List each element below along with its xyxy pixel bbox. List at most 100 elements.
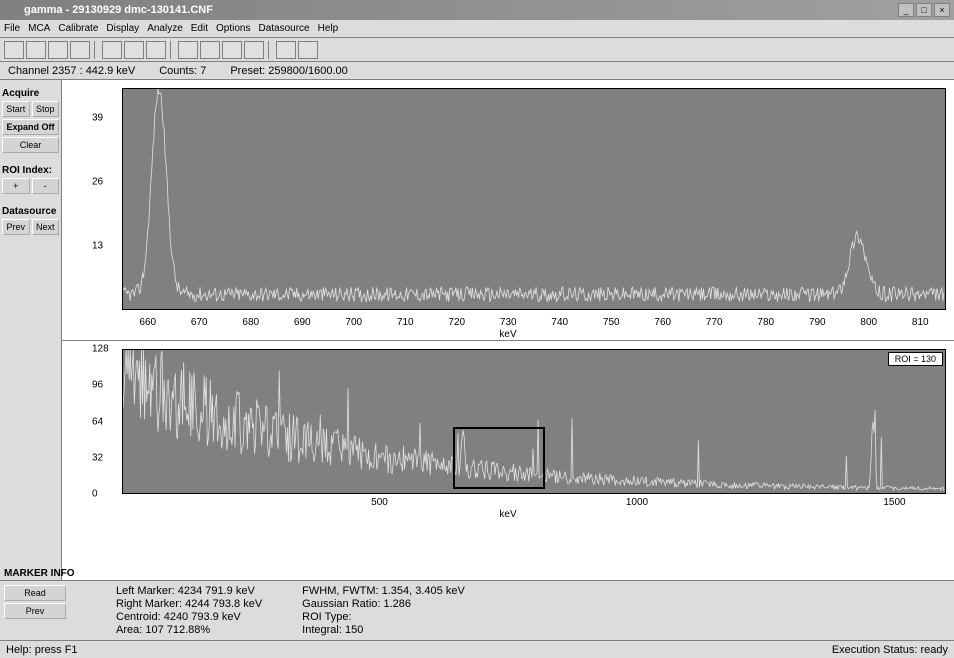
right-marker-value: 4244 793.8 keV — [185, 598, 262, 610]
menu-calibrate[interactable]: Calibrate — [58, 23, 98, 34]
tool-btn-10[interactable] — [222, 41, 242, 59]
tool-btn-4[interactable] — [70, 41, 90, 59]
ds-next-button[interactable]: Next — [32, 219, 60, 235]
chart-bottom-x-unit: keV — [499, 509, 516, 520]
x-tick-label: 720 — [448, 317, 465, 328]
chart-bottom[interactable]: ROI = 130 keV 032649612850010001500 — [62, 340, 954, 520]
y-tick-label: 64 — [92, 416, 103, 427]
info-bar: Channel 2357 : 442.9 keV Counts: 7 Prese… — [0, 62, 954, 80]
preset-label: Preset: — [230, 65, 265, 77]
tool-btn-8[interactable] — [178, 41, 198, 59]
tool-btn-5[interactable] — [102, 41, 122, 59]
fwhm-label: FWHM, FWTM: — [302, 585, 378, 597]
minimize-button[interactable]: _ — [898, 3, 914, 17]
centroid-value: 4240 793.9 keV — [164, 611, 241, 623]
y-tick-label: 26 — [92, 176, 103, 187]
left-marker-label: Left Marker: — [116, 585, 175, 597]
tool-btn-9[interactable] — [200, 41, 220, 59]
tool-btn-3[interactable] — [48, 41, 68, 59]
integral-value: 150 — [345, 624, 363, 636]
counts-label: Counts: — [159, 65, 197, 77]
expand-button[interactable]: Expand Off — [2, 119, 59, 135]
acquire-label: Acquire — [2, 88, 59, 99]
stop-button[interactable]: Stop — [32, 101, 60, 117]
window-title: gamma - 29130929 dmc-130141.CNF — [4, 4, 896, 16]
chart-top-canvas[interactable] — [122, 88, 946, 310]
roi-next-button[interactable]: - — [32, 178, 60, 194]
x-tick-label: 750 — [603, 317, 620, 328]
x-tick-label: 770 — [706, 317, 723, 328]
menu-options[interactable]: Options — [216, 23, 250, 34]
title-bar: gamma - 29130929 dmc-130141.CNF _ □ × — [0, 0, 954, 20]
x-tick-label: 700 — [345, 317, 362, 328]
menu-edit[interactable]: Edit — [191, 23, 208, 34]
marker-prev-button[interactable]: Prev — [4, 603, 66, 619]
tool-btn-13[interactable] — [298, 41, 318, 59]
chart-top[interactable]: keV 132639660670680690700710720730740750… — [62, 80, 954, 340]
chart-bottom-canvas[interactable]: ROI = 130 — [122, 349, 946, 494]
status-help: Help: press F1 — [6, 644, 78, 656]
tool-btn-11[interactable] — [244, 41, 264, 59]
chart-area: keV 132639660670680690700710720730740750… — [62, 80, 954, 580]
legend-box: ROI = 130 — [888, 352, 943, 366]
clear-button[interactable]: Clear — [2, 137, 59, 153]
marker-read-button[interactable]: Read — [4, 585, 66, 601]
chart-top-x-unit: keV — [499, 329, 516, 340]
gauss-value: 1.286 — [384, 598, 412, 610]
toolbar — [0, 38, 954, 62]
y-tick-label: 0 — [92, 489, 98, 500]
fwhm-value: 1.354, 3.405 keV — [382, 585, 465, 597]
integral-label: Integral: — [302, 624, 342, 636]
toolbar-separator — [94, 41, 98, 59]
y-tick-label: 128 — [92, 344, 109, 355]
x-tick-label: 690 — [294, 317, 311, 328]
side-panel: Acquire Start Stop Expand Off Clear ROI … — [0, 80, 62, 580]
centroid-label: Centroid: — [116, 611, 161, 623]
y-tick-label: 32 — [92, 452, 103, 463]
x-tick-label: 730 — [500, 317, 517, 328]
area-value: 107 712.88% — [145, 624, 210, 636]
left-marker-value: 4234 791.9 keV — [178, 585, 255, 597]
start-button[interactable]: Start — [2, 101, 30, 117]
gauss-label: Gaussian Ratio: — [302, 598, 380, 610]
tool-btn-1[interactable] — [4, 41, 24, 59]
status-bar: Help: press F1 Execution Status: ready — [0, 640, 954, 658]
x-tick-label: 790 — [809, 317, 826, 328]
x-tick-label: 500 — [371, 497, 388, 508]
x-tick-label: 660 — [139, 317, 156, 328]
menu-display[interactable]: Display — [106, 23, 139, 34]
x-tick-label: 710 — [397, 317, 414, 328]
datasource-label: Datasource — [2, 206, 59, 217]
counts-value: 7 — [200, 65, 206, 77]
menu-analyze[interactable]: Analyze — [147, 23, 183, 34]
x-tick-label: 800 — [860, 317, 877, 328]
status-exec: Execution Status: ready — [832, 644, 948, 656]
x-tick-label: 1000 — [626, 497, 648, 508]
x-tick-label: 1500 — [883, 497, 905, 508]
menu-bar: File MCA Calibrate Display Analyze Edit … — [0, 20, 954, 38]
tool-btn-7[interactable] — [146, 41, 166, 59]
menu-datasource[interactable]: Datasource — [258, 23, 309, 34]
x-tick-label: 810 — [912, 317, 929, 328]
ds-prev-button[interactable]: Prev — [2, 219, 30, 235]
x-tick-label: 670 — [191, 317, 208, 328]
tool-btn-2[interactable] — [26, 41, 46, 59]
right-marker-label: Right Marker: — [116, 598, 182, 610]
area-label: Area: — [116, 624, 142, 636]
close-button[interactable]: × — [934, 3, 950, 17]
y-tick-label: 13 — [92, 240, 103, 251]
roi-type-label: ROI Type: — [302, 611, 351, 623]
marker-info-section: Read Prev Left Marker: 4234 791.9 keV Ri… — [0, 580, 954, 640]
tool-btn-6[interactable] — [124, 41, 144, 59]
menu-mca[interactable]: MCA — [28, 23, 50, 34]
x-tick-label: 780 — [757, 317, 774, 328]
x-tick-label: 740 — [551, 317, 568, 328]
menu-file[interactable]: File — [4, 23, 20, 34]
tool-btn-12[interactable] — [276, 41, 296, 59]
channel-label: Channel 2357 : — [8, 65, 83, 77]
roi-prev-button[interactable]: + — [2, 178, 30, 194]
menu-help[interactable]: Help — [318, 23, 339, 34]
toolbar-separator — [268, 41, 272, 59]
maximize-button[interactable]: □ — [916, 3, 932, 17]
main-area: Acquire Start Stop Expand Off Clear ROI … — [0, 80, 954, 580]
